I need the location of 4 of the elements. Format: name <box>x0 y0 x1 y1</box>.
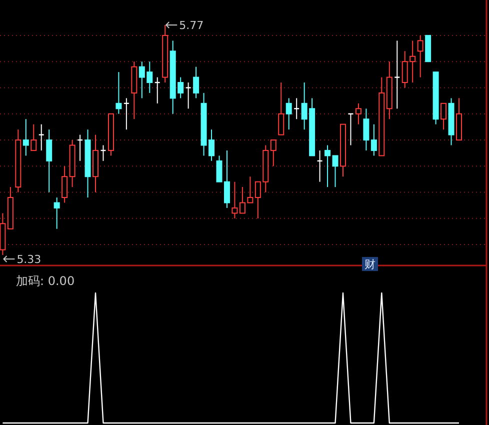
chart-title: 加码: 0.00 <box>16 274 75 288</box>
annotation: 5.33 <box>16 253 42 266</box>
annotation: 5.77 <box>179 19 204 32</box>
note: 财 <box>362 257 378 271</box>
